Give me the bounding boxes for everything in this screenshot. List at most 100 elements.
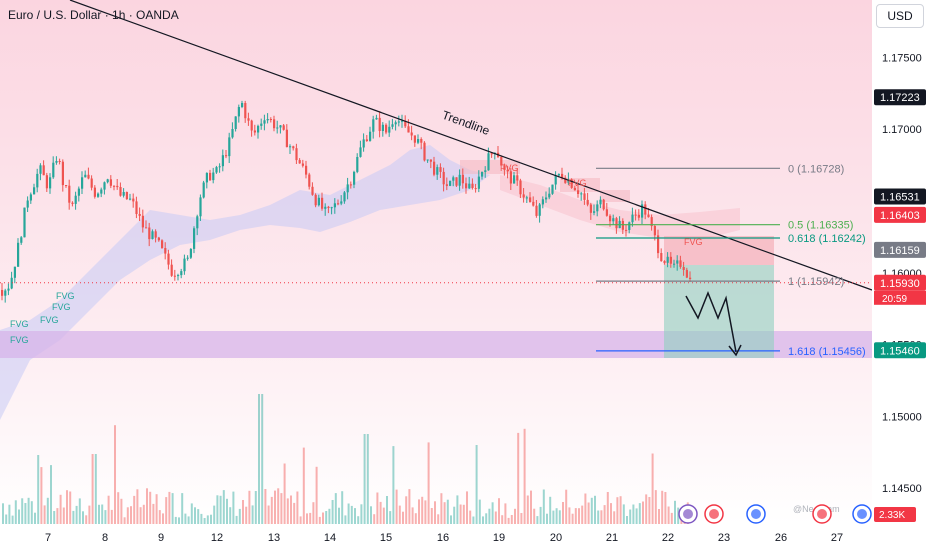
volume-bar <box>238 508 241 524</box>
candle-body <box>327 206 330 208</box>
volume-bar <box>507 517 510 524</box>
candle-body <box>52 162 55 178</box>
fib-level-label: 0 (1.16728) <box>788 163 844 175</box>
candle-body <box>410 132 413 136</box>
candle-body <box>7 288 10 291</box>
candle-body <box>596 204 599 212</box>
volume-bar <box>261 394 264 524</box>
volume-bar <box>629 509 632 524</box>
candle-body <box>385 124 388 133</box>
volume-bar <box>184 513 187 524</box>
candle-body <box>676 260 679 264</box>
volume-bar <box>635 508 638 524</box>
volume-bar <box>296 491 299 524</box>
volume-bar <box>466 491 468 524</box>
eu-flag-icon-dot <box>751 509 761 519</box>
candle-body <box>375 117 378 120</box>
volume-bar <box>651 453 654 524</box>
us-flag-icon[interactable] <box>704 504 724 524</box>
volume-bar <box>165 497 168 524</box>
candle-body <box>49 177 52 189</box>
volume-bar <box>299 516 302 524</box>
volume-bar <box>562 502 564 524</box>
eu-flag-icon[interactable] <box>746 504 766 524</box>
candle-body <box>503 165 506 170</box>
candle-body <box>362 139 365 148</box>
volume-bar <box>200 513 203 524</box>
fib-level-label: 0.5 (1.16335) <box>788 220 853 232</box>
volume-bar <box>50 465 52 524</box>
candle-body <box>407 126 410 133</box>
volume-bar <box>446 499 449 524</box>
candle-body <box>215 167 218 173</box>
candle-body <box>68 185 71 203</box>
volume-bar <box>494 511 497 524</box>
price-label-box <box>874 89 926 106</box>
volume-bar <box>75 505 78 524</box>
y-tick-label: 1.17000 <box>882 124 922 136</box>
volume-bar <box>242 500 244 524</box>
bolt-event-icon[interactable] <box>678 504 698 524</box>
candle-body <box>20 237 23 243</box>
volume-bar <box>258 394 260 524</box>
candle-body <box>519 180 522 195</box>
volume-bar <box>574 508 577 524</box>
volume-bar <box>322 512 324 524</box>
currency-button[interactable]: USD <box>876 4 924 28</box>
candle-body <box>660 253 663 261</box>
trendline <box>69 0 873 291</box>
candle-body <box>429 159 432 162</box>
volume-bar <box>370 506 372 524</box>
candle-body <box>679 260 682 267</box>
candle-body <box>209 172 212 181</box>
candle-body <box>541 199 544 205</box>
volume-bar <box>219 495 222 524</box>
volume-bar <box>338 507 340 524</box>
candle-body <box>74 195 77 204</box>
x-tick-label: 12 <box>211 532 223 544</box>
volume-bar <box>107 495 110 524</box>
volume-bar <box>488 508 491 524</box>
eu-flag-icon[interactable] <box>852 504 872 524</box>
volume-bar <box>555 508 558 524</box>
candle-body <box>71 202 74 204</box>
volume-bar <box>11 515 14 524</box>
candle-body <box>436 167 439 175</box>
candle-body <box>205 172 208 183</box>
volume-bar <box>427 442 430 524</box>
volume-bar <box>459 504 462 524</box>
candle-body <box>465 183 468 189</box>
candle-body <box>141 215 144 228</box>
candle-body <box>637 214 640 218</box>
us-flag-icon-dot <box>709 509 719 519</box>
volume-bar <box>539 506 542 524</box>
candle-body <box>266 119 269 121</box>
candle-body <box>244 103 247 119</box>
volume-bar <box>504 503 507 524</box>
candle-body <box>237 107 240 117</box>
volume-bar <box>363 434 366 524</box>
candle-body <box>548 193 551 198</box>
candle-body <box>359 147 362 157</box>
countdown-label: 20:59 <box>882 294 907 305</box>
ichimoku-cloud <box>0 145 490 420</box>
volume-bar <box>642 501 644 524</box>
candle-body <box>442 171 445 185</box>
candle-body <box>186 257 189 259</box>
candle-body <box>337 203 340 205</box>
us-flag-icon[interactable] <box>812 504 832 524</box>
volume-bar <box>91 454 94 524</box>
volume-bar <box>357 516 360 524</box>
candle-body <box>39 165 42 174</box>
volume-bar <box>312 502 315 524</box>
volume-label-box <box>874 507 916 522</box>
candle-body <box>458 174 461 186</box>
volume-bar <box>21 498 24 524</box>
volume-bar <box>344 515 347 524</box>
candle-body <box>602 199 605 210</box>
volume-bar <box>546 513 548 524</box>
candle-body <box>58 161 61 162</box>
candle-body <box>577 190 580 194</box>
candle-body <box>365 139 368 141</box>
